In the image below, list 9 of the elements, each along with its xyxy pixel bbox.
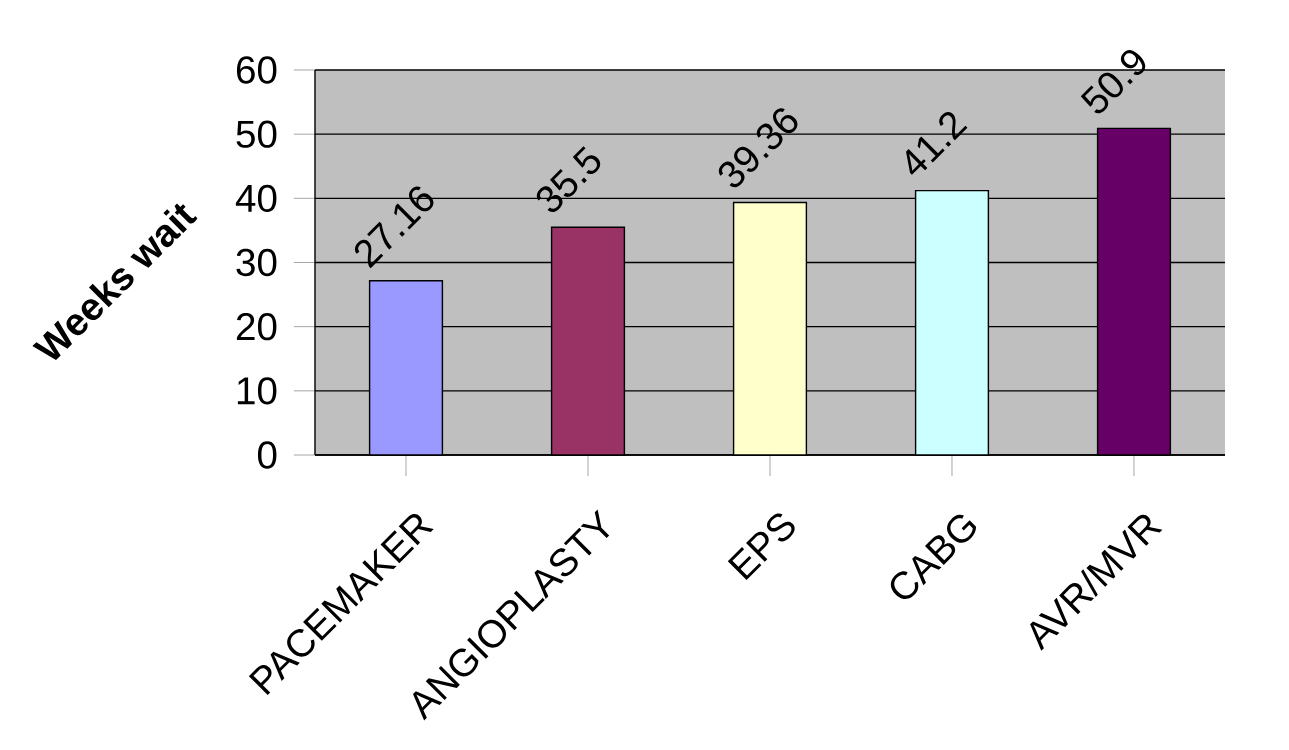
data-label: 41.2 [906,111,968,175]
y-tick-label: 40 [235,184,277,213]
data-label: 50.9 [1080,50,1146,114]
y-tick-label: 50 [236,120,277,148]
y-tick-label: 60 [236,56,277,84]
y-tick-label: 30 [236,248,277,277]
y-tick-label: 10 [237,377,277,405]
y-tick-label: 20 [236,313,277,341]
y-tick-label: 0 [257,441,277,469]
